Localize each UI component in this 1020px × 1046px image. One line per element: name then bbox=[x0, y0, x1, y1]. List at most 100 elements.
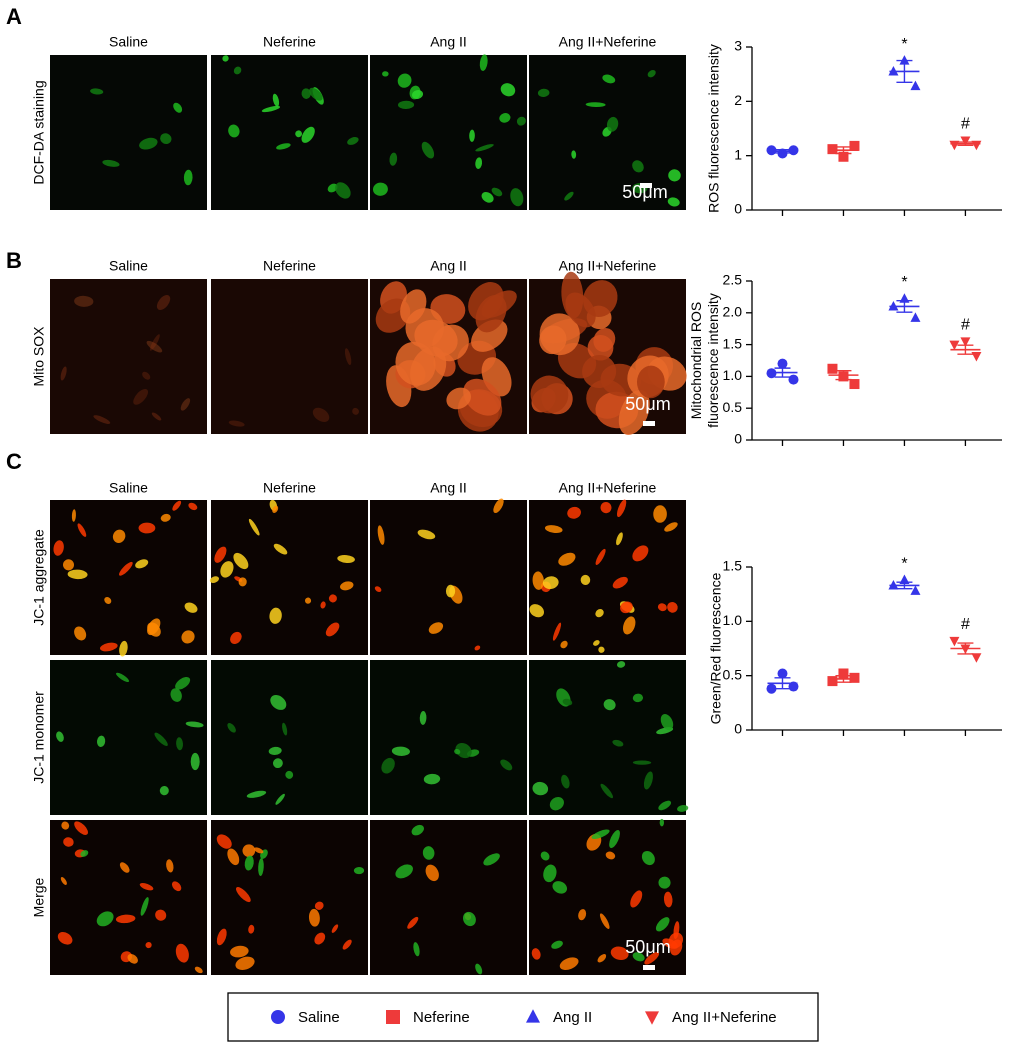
y-axis-label: fluorescence intensity bbox=[705, 293, 721, 428]
cell bbox=[77, 523, 87, 537]
cell bbox=[571, 150, 577, 159]
cell bbox=[658, 800, 672, 811]
cell bbox=[532, 571, 544, 590]
cell bbox=[417, 529, 436, 540]
cell bbox=[61, 821, 70, 830]
y-tick-label: 0 bbox=[734, 201, 742, 217]
y-tick-label: 0.5 bbox=[723, 399, 743, 415]
error-bar bbox=[896, 300, 913, 313]
cell bbox=[419, 711, 427, 725]
error-bar bbox=[835, 369, 852, 381]
error-bar bbox=[957, 642, 974, 655]
cell bbox=[479, 54, 488, 71]
scale-bar bbox=[643, 421, 655, 426]
cell bbox=[529, 604, 544, 618]
micrograph bbox=[529, 660, 689, 815]
cell bbox=[242, 844, 256, 857]
cell bbox=[301, 88, 311, 99]
cell bbox=[309, 87, 323, 101]
cell bbox=[331, 924, 339, 933]
legend-label: Saline bbox=[298, 1009, 340, 1026]
cell bbox=[166, 859, 174, 873]
cell bbox=[636, 365, 665, 399]
cell bbox=[632, 545, 649, 562]
cell bbox=[93, 415, 111, 424]
cell bbox=[616, 661, 626, 668]
cell bbox=[677, 805, 689, 812]
cell bbox=[119, 862, 130, 873]
cell bbox=[254, 847, 264, 854]
data-point bbox=[788, 145, 799, 156]
cell bbox=[71, 509, 76, 522]
cell bbox=[425, 864, 439, 882]
micrograph-bg bbox=[370, 55, 527, 210]
cell bbox=[216, 834, 232, 849]
cell bbox=[56, 731, 64, 742]
cell bbox=[552, 881, 568, 894]
cell bbox=[115, 914, 136, 924]
cell bbox=[230, 631, 242, 644]
cell bbox=[632, 760, 652, 765]
cell bbox=[620, 601, 633, 614]
cell bbox=[222, 55, 229, 62]
cell bbox=[510, 188, 524, 207]
cell bbox=[632, 952, 645, 962]
cell bbox=[643, 771, 653, 790]
cell bbox=[662, 938, 678, 949]
cell bbox=[381, 757, 395, 774]
cell bbox=[493, 498, 504, 514]
cell bbox=[558, 552, 576, 566]
cell bbox=[320, 601, 326, 609]
cell bbox=[96, 735, 106, 748]
cell bbox=[228, 420, 245, 427]
cell bbox=[327, 183, 338, 193]
legend-label: Ang II+Neferine bbox=[672, 1009, 777, 1026]
column-label: Neferine bbox=[263, 258, 316, 274]
cell bbox=[139, 882, 154, 891]
significance-mark: * bbox=[901, 274, 907, 291]
significance-mark: # bbox=[961, 616, 970, 633]
row-label: JC-1 monomer bbox=[31, 691, 47, 784]
cell bbox=[127, 953, 138, 964]
micrograph bbox=[50, 820, 207, 975]
cell bbox=[135, 559, 149, 569]
cell bbox=[660, 714, 674, 731]
micrograph bbox=[370, 498, 527, 655]
cell bbox=[530, 375, 569, 414]
cell bbox=[632, 160, 644, 173]
cell bbox=[552, 622, 562, 641]
cell bbox=[500, 759, 513, 771]
cell bbox=[147, 622, 161, 637]
cell bbox=[667, 601, 678, 613]
data-point bbox=[960, 136, 971, 146]
cell bbox=[102, 159, 120, 167]
legend-label: Neferine bbox=[413, 1009, 470, 1026]
cell bbox=[483, 853, 500, 866]
data-point bbox=[960, 337, 971, 347]
cell bbox=[312, 407, 330, 422]
cell bbox=[227, 722, 236, 733]
cell bbox=[155, 909, 167, 921]
cell bbox=[96, 911, 114, 927]
column-label: Saline bbox=[109, 480, 148, 496]
cell bbox=[475, 963, 483, 975]
cell bbox=[314, 932, 326, 945]
cell bbox=[295, 130, 303, 138]
legend-marker bbox=[645, 1011, 659, 1025]
cell bbox=[80, 850, 89, 857]
cell bbox=[668, 169, 681, 182]
cell bbox=[462, 911, 476, 927]
cell bbox=[185, 721, 204, 728]
cell bbox=[116, 672, 130, 682]
cell bbox=[156, 295, 171, 310]
data-point bbox=[838, 668, 849, 679]
cell bbox=[602, 74, 616, 84]
cell bbox=[194, 966, 203, 974]
legend-marker bbox=[271, 1010, 285, 1024]
cell bbox=[235, 887, 251, 903]
data-point bbox=[949, 340, 960, 351]
cell bbox=[663, 891, 673, 908]
y-tick-label: 1.0 bbox=[723, 612, 743, 628]
cell bbox=[216, 928, 227, 946]
micrograph bbox=[211, 660, 368, 815]
